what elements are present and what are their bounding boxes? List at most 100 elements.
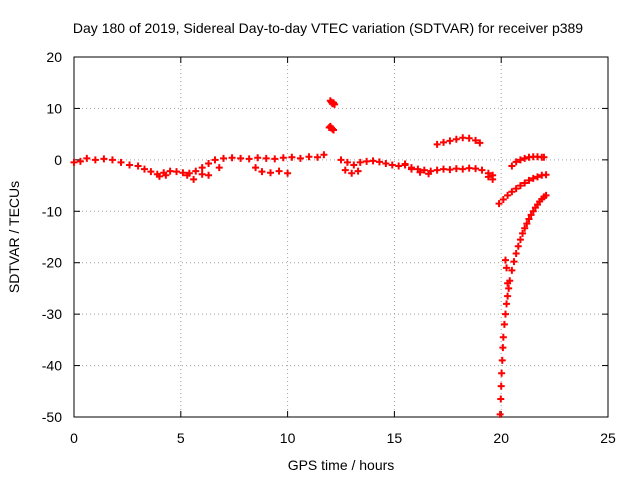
data-point bbox=[425, 170, 433, 178]
data-point bbox=[499, 344, 507, 352]
data-point bbox=[519, 229, 527, 237]
data-point bbox=[275, 167, 283, 175]
x-tick-label: 5 bbox=[177, 430, 185, 446]
data-point bbox=[343, 158, 351, 166]
y-tick-label: 10 bbox=[46, 100, 62, 116]
data-point bbox=[489, 175, 497, 183]
data-point bbox=[354, 167, 362, 175]
data-point bbox=[258, 168, 266, 176]
y-tick-label: -10 bbox=[42, 203, 62, 219]
data-series bbox=[70, 97, 550, 418]
data-point bbox=[271, 155, 279, 163]
data-point bbox=[508, 188, 516, 196]
data-point bbox=[183, 171, 191, 179]
data-point bbox=[147, 168, 155, 176]
data-point bbox=[503, 300, 511, 308]
data-point bbox=[91, 156, 99, 164]
data-point bbox=[331, 100, 339, 108]
x-axis-label: GPS time / hours bbox=[288, 457, 395, 473]
data-point bbox=[498, 356, 506, 364]
x-tick-label: 25 bbox=[600, 430, 616, 446]
data-point bbox=[503, 264, 511, 272]
data-point bbox=[525, 215, 533, 223]
data-point bbox=[108, 156, 116, 164]
data-point bbox=[330, 126, 338, 134]
data-point bbox=[440, 138, 448, 146]
data-point bbox=[320, 151, 328, 159]
grid bbox=[74, 57, 608, 417]
data-point bbox=[512, 249, 520, 257]
data-point bbox=[350, 161, 358, 169]
data-point bbox=[382, 159, 390, 167]
data-point bbox=[245, 155, 253, 163]
data-point bbox=[348, 169, 356, 177]
data-point bbox=[388, 161, 396, 169]
data-point bbox=[215, 164, 223, 172]
y-tick-label: 0 bbox=[54, 152, 62, 168]
x-tick-label: 20 bbox=[493, 430, 509, 446]
data-point bbox=[504, 292, 512, 300]
data-point bbox=[140, 165, 148, 173]
data-point bbox=[446, 166, 454, 174]
data-point bbox=[117, 158, 125, 166]
data-point bbox=[395, 162, 403, 170]
data-point bbox=[540, 153, 548, 161]
data-point bbox=[495, 200, 503, 208]
data-point bbox=[465, 134, 473, 142]
data-point bbox=[401, 160, 409, 168]
data-point bbox=[497, 382, 505, 390]
data-point bbox=[173, 168, 181, 176]
data-point bbox=[504, 191, 512, 199]
data-point bbox=[220, 154, 228, 162]
data-point bbox=[76, 157, 84, 165]
data-point bbox=[356, 158, 364, 166]
data-point bbox=[228, 154, 236, 162]
series-group bbox=[496, 191, 550, 418]
data-point bbox=[420, 166, 428, 174]
data-point bbox=[190, 175, 198, 183]
data-point bbox=[508, 162, 516, 170]
data-point bbox=[498, 369, 506, 377]
data-point bbox=[534, 173, 542, 181]
data-point bbox=[198, 164, 206, 172]
data-point bbox=[296, 154, 304, 162]
data-point bbox=[499, 195, 507, 203]
data-point bbox=[341, 166, 349, 174]
data-point bbox=[446, 137, 454, 145]
data-point bbox=[505, 284, 513, 292]
data-point bbox=[516, 182, 524, 190]
data-point bbox=[83, 154, 91, 162]
data-point bbox=[155, 172, 163, 180]
data-point bbox=[162, 171, 170, 179]
data-point bbox=[510, 258, 518, 266]
data-point bbox=[369, 157, 377, 165]
series-group bbox=[495, 153, 550, 208]
data-point bbox=[433, 140, 441, 148]
data-point bbox=[179, 169, 187, 177]
data-point bbox=[363, 157, 371, 165]
data-point bbox=[440, 165, 448, 173]
data-point bbox=[514, 242, 522, 250]
data-point bbox=[508, 266, 516, 274]
y-axis-label: SDTVAR / TECUs bbox=[6, 181, 22, 293]
data-point bbox=[478, 166, 486, 174]
data-point bbox=[262, 154, 270, 162]
data-point bbox=[134, 162, 142, 170]
data-point bbox=[500, 320, 508, 328]
data-point bbox=[521, 154, 529, 162]
data-point bbox=[375, 158, 383, 166]
y-tick-label: -20 bbox=[42, 255, 62, 271]
data-point bbox=[70, 158, 78, 166]
data-point bbox=[465, 164, 473, 172]
data-point bbox=[484, 173, 492, 181]
data-point bbox=[237, 154, 245, 162]
x-tick-label: 0 bbox=[70, 430, 78, 446]
data-point bbox=[252, 164, 260, 172]
data-point bbox=[192, 167, 200, 175]
data-point bbox=[211, 156, 219, 164]
data-point bbox=[314, 153, 322, 161]
data-point bbox=[433, 166, 441, 174]
chart-title: Day 180 of 2019, Sidereal Day-to-day VTE… bbox=[73, 20, 583, 36]
data-point bbox=[305, 153, 313, 161]
y-tick-label: -50 bbox=[42, 409, 62, 425]
